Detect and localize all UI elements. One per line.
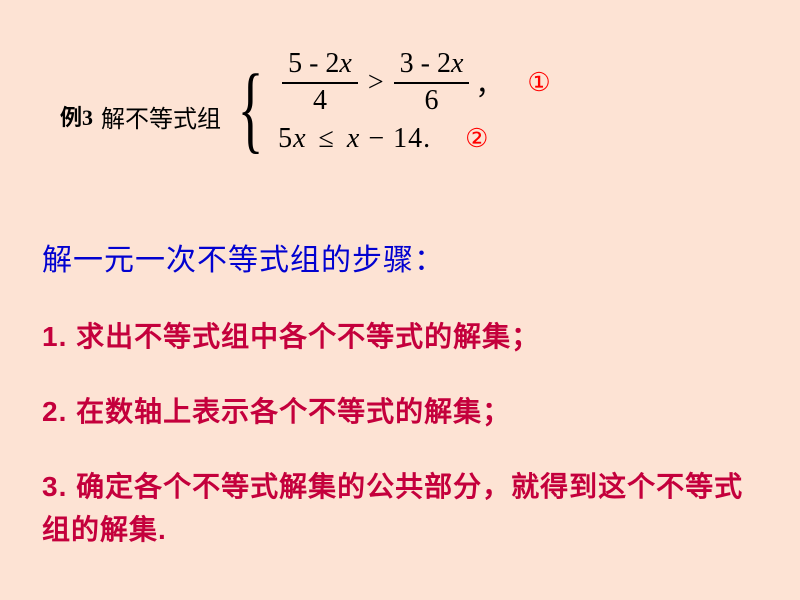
frac2-numerator: 3 - 2x [394, 49, 470, 80]
steps-title: 解一元一次不等式组的步骤： [42, 235, 445, 279]
fraction-1: 5 - 2x 4 [282, 49, 358, 117]
fraction-2: 3 - 2x 6 [394, 49, 470, 117]
eq2-lhs-var: x [293, 123, 306, 154]
frac1-bar [282, 82, 358, 84]
eq1-comma: ， [475, 63, 503, 103]
eq2-expression: 5x ≤ x − 14. [278, 123, 431, 155]
eq2-rhs-var: x [347, 123, 360, 154]
equation-system: 5 - 2x 4 > 3 - 2x 6 ， ① 5x [278, 55, 551, 167]
step-2: 2. 在数轴上表示各个不等式的解集； [42, 390, 758, 433]
eq2-lhs-coeff: 5 [278, 123, 293, 154]
leq-operator: ≤ [319, 123, 335, 154]
marker-2: ② [465, 124, 488, 154]
frac1-num-text: 5 - 2 [288, 48, 339, 79]
frac2-num-text: 3 - 2 [400, 48, 451, 79]
frac2-bar [394, 82, 470, 84]
step-3: 3. 确定各个不等式解集的公共部分，就得到这个不等式组的解集. [42, 465, 758, 552]
frac1-num-var: x [339, 48, 351, 79]
example-block: 例3 解不等式组 { 5 - 2x 4 > 3 - 2x 6 [60, 55, 551, 167]
marker-1: ① [527, 68, 550, 98]
frac1-numerator: 5 - 2x [282, 49, 358, 80]
gt-operator: > [368, 67, 384, 99]
step-1: 1. 求出不等式组中各个不等式的解集； [42, 315, 758, 358]
equation-1: 5 - 2x 4 > 3 - 2x 6 ， ① [278, 55, 551, 111]
left-brace: { [238, 69, 264, 149]
eq2-rhs-tail: − 14. [360, 123, 431, 154]
equation-2: 5x ≤ x − 14. ② [278, 111, 551, 167]
slide: 例3 解不等式组 { 5 - 2x 4 > 3 - 2x 6 [0, 0, 800, 600]
frac2-num-var: x [451, 48, 463, 79]
example-label: 例3 [60, 100, 93, 132]
example-prompt: 解不等式组 [101, 99, 221, 134]
